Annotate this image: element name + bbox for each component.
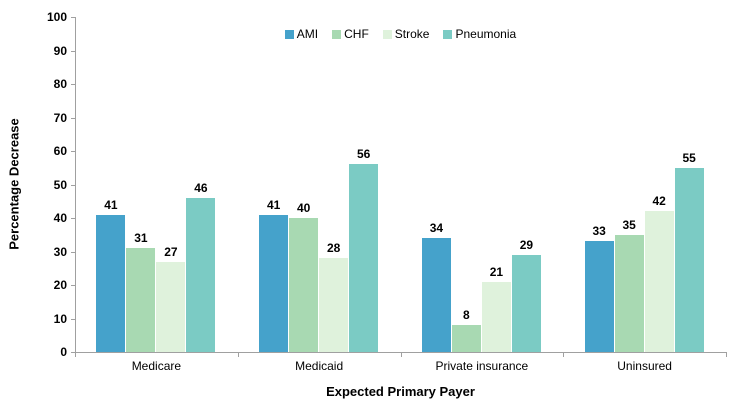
- legend-item-pneumonia: Pneumonia: [443, 27, 516, 41]
- bar-pneumonia-private-insurance: [511, 254, 541, 352]
- bar-value-label: 21: [489, 264, 504, 279]
- x-axis-title: Expected Primary Payer: [326, 384, 475, 399]
- legend-swatch-icon: [382, 29, 392, 39]
- bar-value-label: 40: [296, 201, 311, 215]
- x-axis-tick: [75, 353, 76, 357]
- bar-pneumonia-medicare: [186, 197, 216, 352]
- bar-chf-uninsured: [614, 234, 644, 352]
- bar-value-label: 31: [134, 231, 148, 246]
- legend-item-ami: AMI: [284, 27, 319, 41]
- bar-stroke-medicaid: [319, 258, 349, 352]
- y-axis-tick: [71, 50, 75, 52]
- y-axis-tick-label: 90: [53, 43, 67, 58]
- y-axis-tick: [71, 251, 75, 253]
- y-axis-tick-label: 100: [46, 10, 67, 24]
- x-axis-tick: [400, 353, 402, 357]
- bar-chf-private-insurance: [451, 325, 481, 352]
- bar-value-label: 33: [592, 224, 606, 239]
- legend-swatch-icon: [332, 29, 342, 39]
- y-axis-tick-label: 40: [53, 211, 67, 225]
- y-axis-tick: [71, 17, 75, 18]
- bar-value-label: 46: [194, 180, 208, 195]
- legend-swatch-icon: [443, 29, 453, 39]
- bar-pneumonia-uninsured: [674, 167, 704, 352]
- y-axis-tick-label: 10: [53, 311, 67, 326]
- bar-pneumonia-medicaid: [349, 164, 379, 352]
- x-axis-tick: [237, 353, 239, 357]
- bar-value-label: 41: [104, 197, 118, 212]
- x-axis-tick: [563, 353, 565, 357]
- y-axis-tick: [71, 318, 75, 320]
- y-axis-title: Percentage Decrease: [6, 118, 22, 250]
- y-axis-tick-label: 30: [53, 244, 67, 259]
- y-axis-tick: [71, 117, 75, 119]
- bar-value-label: 35: [622, 217, 636, 232]
- y-axis-tick-label: 60: [53, 144, 67, 158]
- bar-chf-medicaid: [289, 218, 319, 352]
- y-axis-tick: [71, 285, 75, 286]
- bar-ami-medicaid: [259, 214, 289, 352]
- y-axis-tick: [71, 184, 75, 186]
- bar-stroke-private-insurance: [481, 281, 511, 352]
- bar-value-label: 34: [429, 221, 444, 236]
- legend-label: Stroke: [394, 27, 430, 41]
- y-axis-tick: [71, 352, 75, 353]
- legend-label: AMI: [296, 27, 319, 41]
- legend-item-stroke: Stroke: [382, 27, 430, 41]
- y-axis-tick: [71, 218, 75, 219]
- bar-ami-private-insurance: [421, 238, 451, 352]
- legend: AMI CHF Stroke Pneumonia: [75, 27, 726, 41]
- x-category-label: Medicaid: [295, 359, 344, 373]
- y-axis-tick: [71, 84, 75, 85]
- x-category-label: Uninsured: [617, 359, 672, 373]
- bar-ami-medicare: [96, 214, 126, 352]
- legend-swatch-icon: [284, 29, 294, 39]
- bar-value-label: 28: [326, 241, 341, 256]
- y-axis-line: [75, 17, 76, 352]
- bar-value-label: 42: [652, 194, 666, 209]
- legend-label: CHF: [344, 27, 369, 41]
- x-category-label: Private insurance: [435, 359, 529, 373]
- y-axis-tick-label: 80: [53, 77, 67, 91]
- bar-value-label: 41: [266, 197, 281, 212]
- x-axis-line: [75, 352, 727, 353]
- legend-item-chf: CHF: [332, 27, 369, 41]
- y-axis-tick-label: 70: [53, 110, 67, 125]
- x-category-label: Medicare: [131, 359, 182, 373]
- x-axis-tick: [726, 353, 727, 357]
- bar-ami-uninsured: [584, 241, 614, 352]
- y-axis-tick: [71, 151, 75, 152]
- y-axis-tick-label: 20: [53, 278, 67, 292]
- y-axis-tick-label: 0: [60, 345, 67, 359]
- bar-chf-medicare: [126, 248, 156, 352]
- bar-value-label: 8: [463, 308, 470, 323]
- bar-value-label: 55: [682, 150, 696, 165]
- legend-label: Pneumonia: [455, 27, 517, 41]
- bar-stroke-uninsured: [644, 211, 674, 352]
- bar-value-label: 56: [356, 147, 371, 162]
- bar-value-label: 29: [519, 237, 534, 252]
- bar-stroke-medicare: [156, 261, 186, 352]
- bar-value-label: 27: [164, 244, 178, 259]
- y-axis-tick-label: 50: [53, 177, 67, 192]
